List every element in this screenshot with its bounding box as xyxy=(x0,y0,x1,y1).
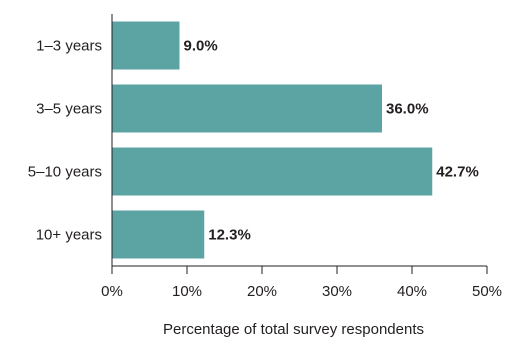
bar xyxy=(112,210,205,259)
data-label: 42.7% xyxy=(436,164,479,181)
data-label: 12.3% xyxy=(208,227,251,244)
x-tick-label: 30% xyxy=(322,283,352,300)
x-tick-label: 0% xyxy=(101,283,123,300)
data-label: 36.0% xyxy=(386,101,429,118)
x-tick-label: 40% xyxy=(397,283,427,300)
data-label: 9.0% xyxy=(184,38,218,55)
bar xyxy=(112,21,180,70)
bars-group xyxy=(112,21,433,259)
category-labels: 1–3 years 3–5 years 5–10 years 10+ years xyxy=(28,38,102,244)
category-label: 5–10 years xyxy=(28,164,102,181)
x-tick-label: 50% xyxy=(472,283,502,300)
data-labels: 9.0% 36.0% 42.7% 12.3% xyxy=(184,38,479,244)
bar xyxy=(112,147,433,196)
x-tick-label: 20% xyxy=(247,283,277,300)
bar xyxy=(112,84,382,133)
x-axis-title: Percentage of total survey respondents xyxy=(163,321,424,338)
x-axis-tick-labels: 0% 10% 20% 30% 40% 50% xyxy=(101,283,502,300)
category-label: 1–3 years xyxy=(36,38,102,55)
x-axis-ticks xyxy=(111,266,488,274)
category-label: 10+ years xyxy=(36,227,102,244)
x-tick-label: 10% xyxy=(172,283,202,300)
category-label: 3–5 years xyxy=(36,101,102,118)
